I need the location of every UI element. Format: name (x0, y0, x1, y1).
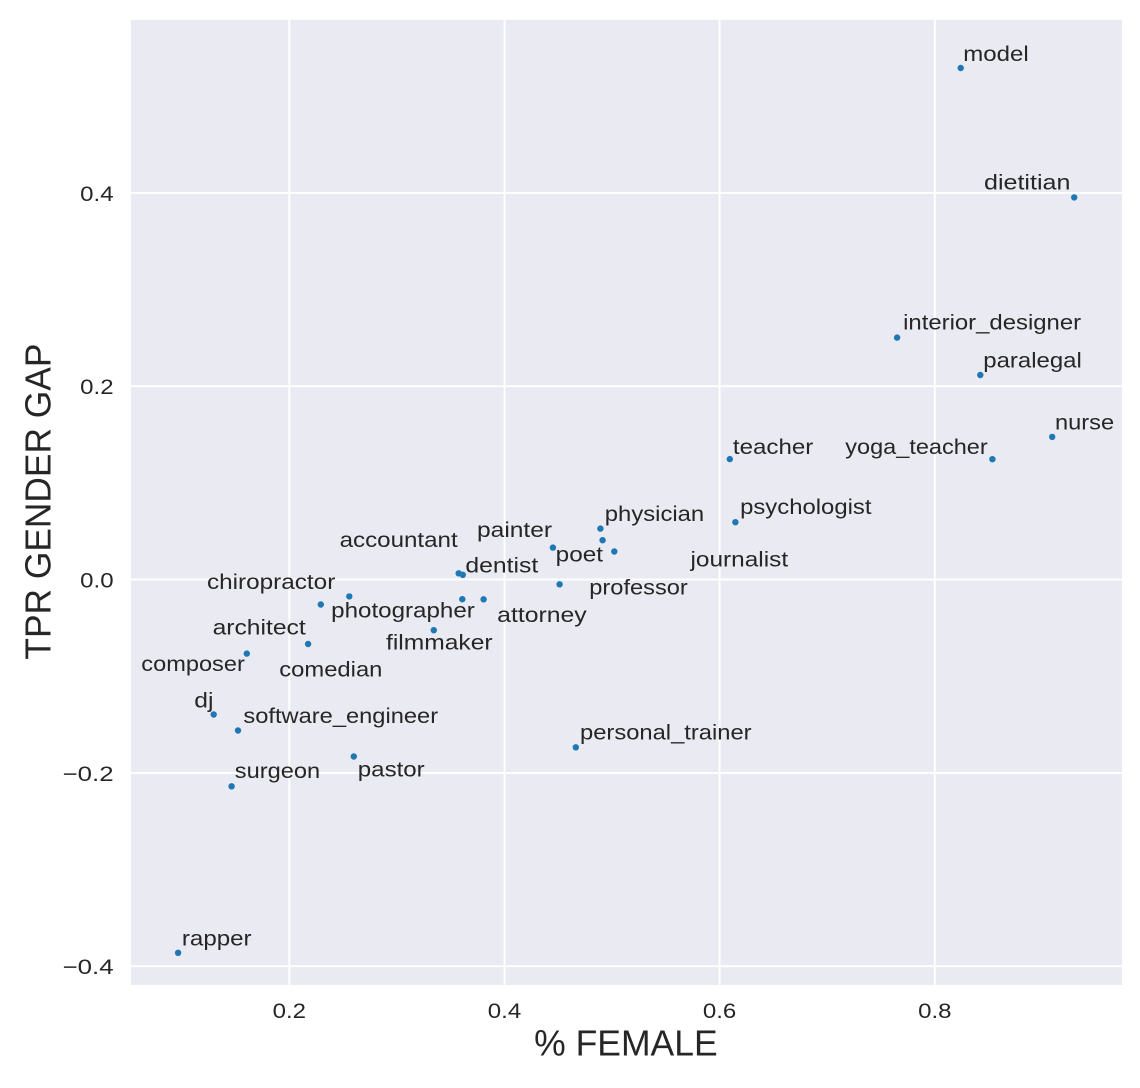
svg-text:teacher: teacher (733, 436, 813, 459)
svg-text:poet: poet (556, 544, 603, 567)
svg-text:accountant: accountant (340, 529, 458, 552)
svg-text:composer: composer (141, 653, 245, 676)
svg-text:yoga_teacher: yoga_teacher (845, 436, 987, 459)
svg-text:dietitian: dietitian (984, 172, 1070, 195)
svg-text:pastor: pastor (358, 758, 425, 781)
svg-text:chiropractor: chiropractor (207, 571, 335, 594)
svg-text:rapper: rapper (182, 927, 252, 950)
svg-text:model: model (963, 43, 1028, 66)
svg-text:journalist: journalist (689, 548, 788, 571)
svg-text:architect: architect (213, 617, 306, 640)
svg-text:0.2: 0.2 (80, 376, 113, 399)
svg-text:0.8: 0.8 (918, 1000, 951, 1023)
svg-text:paralegal: paralegal (983, 350, 1082, 373)
svg-text:painter: painter (477, 519, 552, 542)
svg-text:professor: professor (589, 576, 688, 599)
svg-text:software_engineer: software_engineer (243, 705, 438, 728)
svg-text:dj: dj (194, 689, 213, 712)
svg-text:filmmaker: filmmaker (386, 631, 493, 654)
svg-text:psychologist: psychologist (740, 496, 872, 519)
svg-text:attorney: attorney (497, 604, 587, 627)
svg-text:% FEMALE: % FEMALE (534, 1022, 718, 1063)
svg-text:0.4: 0.4 (488, 1000, 522, 1023)
svg-text:surgeon: surgeon (235, 760, 320, 783)
svg-text:0.0: 0.0 (80, 569, 113, 592)
svg-text:dentist: dentist (465, 555, 538, 578)
svg-text:nurse: nurse (1055, 411, 1114, 434)
svg-text:0.4: 0.4 (80, 183, 114, 206)
svg-text:−0.4: −0.4 (63, 956, 114, 979)
svg-text:interior_designer: interior_designer (903, 312, 1081, 335)
svg-text:comedian: comedian (279, 659, 382, 682)
svg-text:TPR GENDER GAP: TPR GENDER GAP (18, 344, 59, 660)
svg-text:0.6: 0.6 (703, 1000, 736, 1023)
svg-text:photographer: photographer (331, 600, 475, 623)
svg-text:physician: physician (605, 503, 704, 526)
svg-text:−0.2: −0.2 (63, 763, 114, 786)
svg-text:0.2: 0.2 (273, 1000, 306, 1023)
svg-text:personal_trainer: personal_trainer (580, 721, 752, 744)
